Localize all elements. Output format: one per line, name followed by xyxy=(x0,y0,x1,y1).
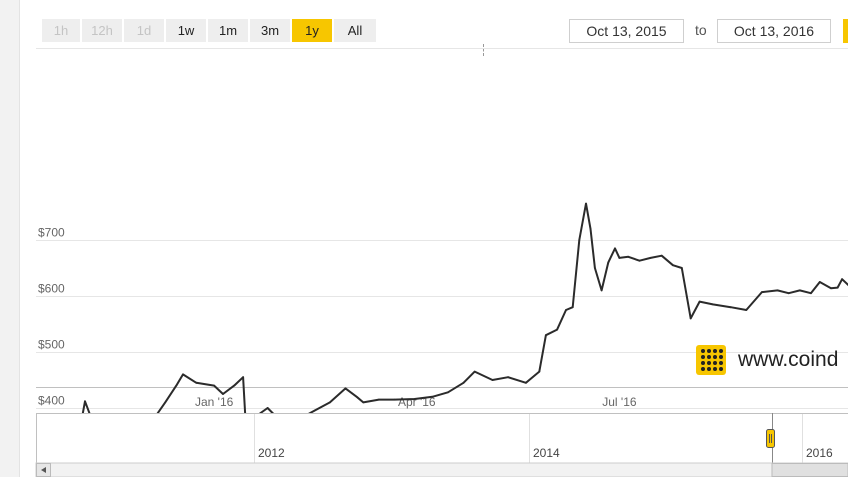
range-button-3m[interactable]: 3m xyxy=(250,19,290,42)
to-date-input[interactable]: Oct 13, 2016 xyxy=(717,19,831,43)
price-point xyxy=(614,247,616,250)
price-point xyxy=(830,287,832,290)
price-point xyxy=(507,376,509,379)
navigator-year-label: 2016 xyxy=(806,446,833,460)
price-point xyxy=(413,398,416,400)
price-point xyxy=(680,267,683,269)
price-point xyxy=(810,292,812,295)
price-point xyxy=(393,398,396,401)
coindesk-logo-icon xyxy=(696,345,726,375)
price-point xyxy=(491,379,494,381)
range-button-1h[interactable]: 1h xyxy=(42,19,80,42)
price-point xyxy=(672,264,674,267)
price-point xyxy=(798,289,801,292)
price-point xyxy=(195,381,198,384)
price-point xyxy=(378,398,380,401)
export-button-edge[interactable] xyxy=(843,19,848,43)
price-point xyxy=(213,384,216,387)
range-button-12h[interactable]: 12h xyxy=(82,19,122,42)
navigator-handle-icon[interactable] xyxy=(766,429,775,448)
price-point xyxy=(745,309,748,311)
price-point xyxy=(698,300,701,303)
x-tick-label: Jul '16 xyxy=(602,395,637,409)
price-series-line xyxy=(55,202,848,477)
price-point xyxy=(355,395,358,398)
price-point xyxy=(431,395,434,398)
price-point xyxy=(841,278,843,281)
range-button-all[interactable]: All xyxy=(334,19,376,42)
to-label: to xyxy=(695,22,707,38)
navigator-year-label: 2014 xyxy=(533,446,560,460)
y-tick-label: $400 xyxy=(38,394,65,408)
range-button-1w[interactable]: 1w xyxy=(166,19,206,42)
price-point xyxy=(761,291,763,293)
price-point xyxy=(447,391,449,394)
price-point xyxy=(618,257,621,259)
price-point xyxy=(242,376,245,379)
price-point xyxy=(266,407,269,409)
x-tick-label: Jan '16 xyxy=(195,395,234,409)
price-point xyxy=(362,401,365,404)
price-point xyxy=(836,286,839,289)
price-point xyxy=(164,401,167,404)
price-point xyxy=(313,409,316,412)
price-point xyxy=(578,239,581,241)
price-point xyxy=(589,227,592,230)
price-point xyxy=(182,373,184,376)
price-point xyxy=(660,254,663,257)
price-point xyxy=(585,202,587,205)
price-point xyxy=(818,281,821,283)
price-point xyxy=(607,261,610,264)
navigator-year-label: 2012 xyxy=(258,446,285,460)
range-button-1d[interactable]: 1d xyxy=(124,19,164,42)
range-button-1y[interactable]: 1y xyxy=(292,19,332,42)
scrollbar-thumb[interactable] xyxy=(771,463,848,477)
from-date-input[interactable]: Oct 13, 2015 xyxy=(569,19,684,43)
price-point xyxy=(175,384,178,387)
navigator[interactable] xyxy=(36,413,848,463)
price-point xyxy=(729,306,732,309)
price-point xyxy=(462,381,465,384)
price-point xyxy=(627,255,630,258)
price-point xyxy=(600,289,603,292)
price-point xyxy=(344,387,347,390)
navigator-scrollbar[interactable] xyxy=(35,462,848,477)
drag-indicator xyxy=(483,44,485,56)
price-point xyxy=(329,401,331,404)
price-point xyxy=(571,306,574,309)
price-point xyxy=(594,267,596,269)
y-tick-label: $600 xyxy=(38,282,65,296)
price-point xyxy=(473,370,476,373)
price-point xyxy=(233,384,236,387)
price-point xyxy=(556,328,558,331)
range-button-1m[interactable]: 1m xyxy=(208,19,248,42)
price-point xyxy=(649,257,652,259)
price-point xyxy=(525,381,527,384)
arrow-left-icon xyxy=(41,467,46,473)
watermark: www.coind xyxy=(696,345,838,375)
price-point xyxy=(712,303,714,306)
navigator-area[interactable] xyxy=(36,413,848,463)
price-point xyxy=(565,309,567,311)
y-tick-label: $500 xyxy=(38,338,65,352)
left-gutter xyxy=(0,0,20,477)
y-tick-label: $700 xyxy=(38,226,65,240)
price-point xyxy=(787,292,790,295)
watermark-text: www.coind xyxy=(738,348,839,371)
price-point xyxy=(776,289,779,292)
price-point xyxy=(638,259,641,262)
price-point xyxy=(222,393,224,395)
price-point xyxy=(84,400,86,403)
price-point xyxy=(689,317,692,320)
price-point xyxy=(538,370,541,373)
price-point xyxy=(545,334,547,337)
